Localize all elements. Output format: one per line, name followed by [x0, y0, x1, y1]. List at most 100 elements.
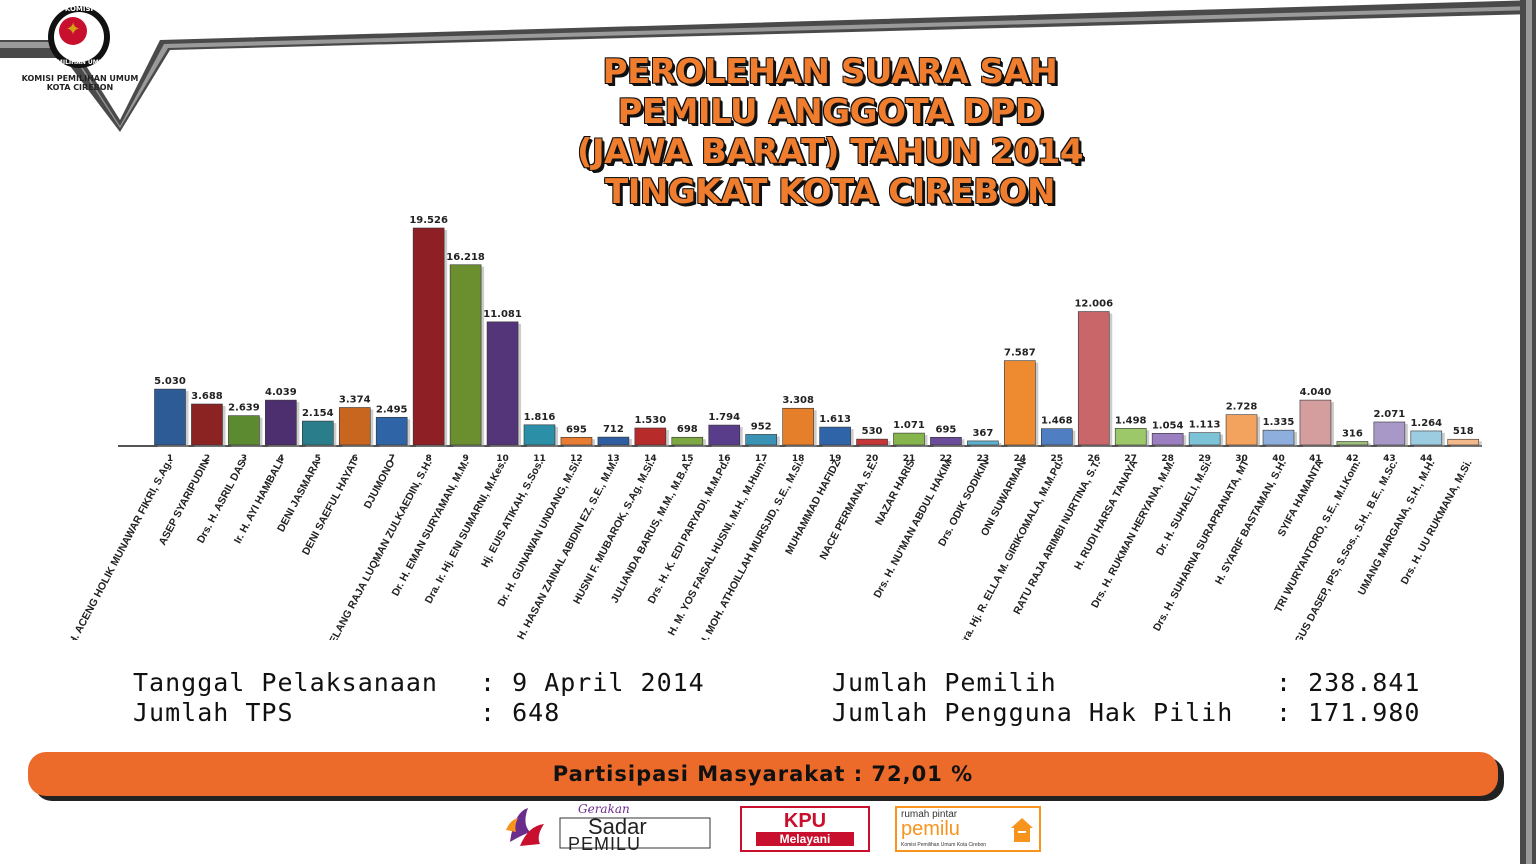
- value-label: 2.728: [1226, 402, 1258, 413]
- bar: [1041, 428, 1073, 446]
- value-label: 7.587: [1004, 348, 1036, 359]
- title-line3: (JAWA BARAT) TAHUN 2014: [576, 132, 1084, 172]
- bar-number-label: 9: [462, 454, 468, 464]
- bar: [1447, 438, 1480, 446]
- pemilih-label: Jumlah Pemilih: [832, 668, 1057, 697]
- bar-number-label: 21: [903, 454, 916, 464]
- seal-text-top: KOMISI: [64, 5, 94, 13]
- value-label: 3.688: [191, 391, 223, 402]
- value-label: 698: [677, 424, 698, 435]
- candidate-name-label: H. RUDI HARSA TANAYA: [1072, 457, 1140, 572]
- bar-number-label: 7: [389, 454, 395, 464]
- garuda-emblem-icon: ✦: [65, 19, 81, 40]
- bar-number-label: 19: [829, 454, 842, 464]
- value-label: 3.374: [339, 395, 371, 406]
- bar-number-label: 20: [866, 454, 879, 464]
- bar: [1299, 399, 1332, 446]
- candidate-name-label: UMANG MARGANA, S.H., M.H.: [1356, 458, 1438, 598]
- bar-number-label: 27: [1124, 454, 1137, 464]
- candidate-name-label: H. SYARIF BASTAMAN, S.H.: [1213, 458, 1289, 587]
- value-label: 16.218: [446, 252, 485, 263]
- bar: [265, 399, 297, 446]
- value-label: 1.264: [1410, 418, 1442, 429]
- gerakan-sadar-pemilu-logo: Gerakan Sadar PEMILU: [500, 802, 716, 854]
- bar: [634, 427, 667, 446]
- candidate-name-label: Drs. H. UU RUKMANA, M.Si.: [1399, 458, 1475, 587]
- title-line4: TINGKAT KOTA CIREBON: [605, 172, 1055, 212]
- bar: [1262, 429, 1295, 446]
- bar: [1077, 311, 1110, 446]
- bar: [671, 436, 704, 446]
- participation-text: Partisipasi Masyarakat : 72,01 %: [552, 762, 974, 786]
- candidate-name-label: Drs. H. NU'MAN ABDUL HAKIM: [871, 458, 954, 600]
- value-label: 1.054: [1152, 420, 1184, 431]
- kpu-bottom-text: Melayani: [756, 832, 854, 846]
- kpu-logo: ✦ KOMISI PEMILIHAN UMUM KOMISI PEMILIHAN…: [10, 4, 150, 94]
- value-label: 3.308: [782, 395, 814, 406]
- bar-number-label: 25: [1051, 454, 1064, 464]
- bar-number-label: 3: [241, 454, 247, 464]
- bar-number-label: 18: [792, 454, 805, 464]
- vote-bar-chart: 5.030 1 3.688 2 2.639 3 4.039 4 2.154 5 3.374 6 2.49…: [66, 215, 1482, 640]
- value-label: 952: [751, 421, 772, 432]
- bar: [1410, 430, 1443, 446]
- value-label: 1.335: [1263, 417, 1295, 428]
- bar: [597, 436, 630, 446]
- bar-number-label: 40: [1272, 454, 1285, 464]
- value-label: 1.816: [524, 412, 556, 423]
- value-label: 712: [603, 424, 624, 435]
- bar-number-label: 5: [315, 454, 321, 464]
- bar: [856, 438, 888, 446]
- seal-text-bottom: PEMILIHAN UMUM: [48, 59, 110, 66]
- bar: [1188, 432, 1221, 446]
- bar-number-label: 42: [1346, 454, 1359, 464]
- page-title: PEROLEHAN SUARA SAH PEMILU ANGGOTA DPD (…: [360, 52, 1300, 212]
- bar-number-label: 23: [977, 454, 990, 464]
- bar-number-label: 44: [1420, 454, 1433, 464]
- value-label: 316: [1342, 428, 1363, 439]
- candidate-name-label: DJUMONO: [362, 458, 398, 511]
- bar-number-label: 16: [718, 454, 731, 464]
- bar: [819, 426, 851, 446]
- bar: [338, 407, 371, 446]
- rumah-mid-text: pemilu: [901, 818, 960, 840]
- tanggal-value: : 9 April 2014: [480, 668, 705, 697]
- bar-number-label: 22: [940, 454, 953, 464]
- bar: [449, 264, 482, 446]
- bar: [375, 416, 408, 446]
- bar: [893, 432, 925, 446]
- rumah-bottom-text: Komisi Pemilihan Umum Kota Cirebon: [901, 842, 987, 848]
- bar: [1114, 428, 1147, 446]
- bar-number-label: 30: [1235, 454, 1248, 464]
- value-label: 1.071: [893, 420, 925, 431]
- bar-number-label: 12: [570, 454, 583, 464]
- bar: [1225, 414, 1258, 446]
- bar: [154, 388, 186, 446]
- bar-number-label: 8: [426, 454, 432, 464]
- value-label: 695: [936, 424, 957, 435]
- kpu-top-text: KPU: [783, 810, 827, 832]
- value-label: 518: [1453, 426, 1474, 437]
- bar: [301, 420, 334, 446]
- kpu-melayani-logo: KPU Melayani: [740, 806, 870, 852]
- bar: [560, 436, 593, 446]
- kpu-seal: ✦ KOMISI PEMILIHAN UMUM: [48, 5, 110, 68]
- sadar-mid-text: Sadar: [588, 814, 647, 839]
- value-label: 2.495: [376, 404, 408, 415]
- bar-number-label: 1: [167, 454, 173, 464]
- sadar-pemilu-icon: [506, 808, 711, 849]
- bar: [1151, 432, 1184, 446]
- pengguna-value: : 171.980: [1276, 698, 1421, 727]
- sadar-bottom-text: PEMILU: [568, 834, 642, 854]
- bar: [745, 434, 778, 446]
- rumah-pintar-pemilu-logo: rumah pintar pemilu Komisi Pemilihan Umu…: [895, 806, 1041, 852]
- bar: [930, 436, 962, 446]
- bar-number-label: 11: [533, 454, 546, 464]
- value-label: 1.498: [1115, 415, 1147, 426]
- ballot-box-icon: [1011, 818, 1033, 842]
- bar: [1004, 360, 1036, 446]
- bar: [967, 440, 999, 446]
- value-label: 2.071: [1374, 409, 1406, 420]
- value-label: 2.154: [302, 408, 334, 419]
- bar-number-label: 10: [496, 454, 509, 464]
